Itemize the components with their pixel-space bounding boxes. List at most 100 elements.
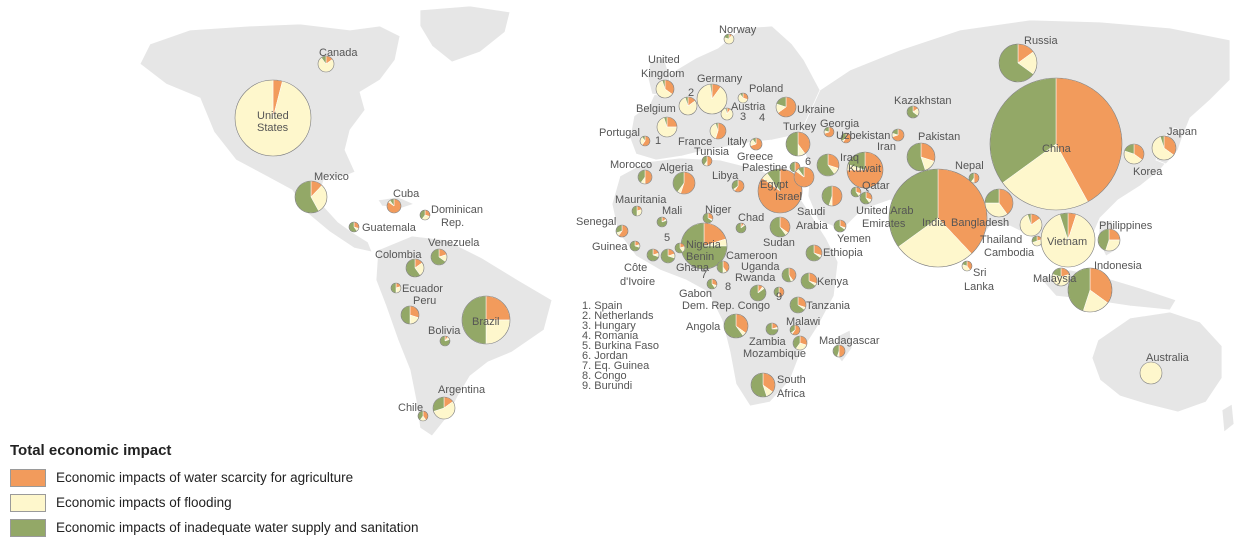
country-label: Germany (697, 73, 743, 85)
pie-outline (989, 77, 1123, 211)
country-label: Russia (1024, 35, 1059, 47)
pie-vietnam (1040, 212, 1096, 268)
map-number: 9 (776, 291, 782, 303)
pie-outline (702, 212, 714, 224)
country-label: Ecuador (402, 283, 443, 295)
pie-guatemala (348, 221, 360, 233)
legend-item-sanitation: Economic impacts of inadequate water sup… (10, 515, 418, 540)
pie-outline (968, 172, 980, 184)
pie-outline (859, 191, 873, 205)
country-label: South Africa (777, 374, 806, 400)
pie-mexico (294, 180, 328, 214)
pie-outline (1051, 267, 1071, 287)
country-label: Saudi Arabia (796, 206, 829, 232)
pie-senegal (615, 224, 629, 238)
pie-angola (723, 313, 749, 339)
pie-outline (750, 372, 776, 398)
pie-outline (234, 79, 312, 157)
pie-malawi (789, 324, 801, 336)
pie-outline (629, 240, 641, 252)
pie-benin (674, 242, 686, 254)
pie-tanzania (789, 296, 807, 314)
pie-niger (702, 212, 714, 224)
pie-belgium (678, 96, 698, 116)
country-label: Mozambique (743, 348, 806, 360)
pie-mauritania (631, 205, 643, 217)
pie-portugal (639, 135, 651, 147)
pie-turkey (785, 131, 811, 157)
pie-outline (765, 322, 779, 336)
country-label: United Kingdom (641, 54, 684, 80)
map-number: 8 (725, 281, 731, 293)
country-label: Bolivia (428, 325, 461, 337)
pie-united-states (234, 79, 312, 157)
pie-outline (731, 179, 745, 193)
map-number-markers: 1 2 3 4 5 6 7 8 9 (655, 87, 811, 303)
pie-outline (846, 151, 884, 189)
country-label: Canada (319, 47, 358, 59)
country-label: Georgia (820, 118, 860, 130)
country-label: Venezuela (428, 237, 480, 249)
pie-kazakhstan (906, 105, 920, 119)
country-label: Greece (737, 151, 773, 163)
pie-chile (417, 410, 429, 422)
pie-outline (674, 242, 686, 254)
country-label: Cambodia (984, 247, 1035, 259)
pie-outline (888, 168, 988, 268)
pie-outline (461, 295, 511, 345)
key-entry: 2. Netherlands (582, 310, 654, 322)
pie-south-africa (750, 372, 776, 398)
country-label: Peru (413, 295, 436, 307)
pie-outline (781, 267, 797, 283)
pie-georgia (823, 126, 835, 138)
country-label: Brazil (472, 316, 500, 328)
pie-italy (709, 122, 727, 140)
country-label: Dominican Rep. (431, 204, 483, 229)
pie-tunisia (701, 155, 713, 167)
pie-outline (906, 142, 936, 172)
country-label: Egypt (760, 179, 788, 191)
pie-outline (1151, 135, 1177, 161)
pie-outline (723, 33, 735, 45)
map-number: 2 (688, 87, 694, 99)
country-label: Gabon (679, 288, 712, 300)
map-number: 6 (805, 156, 811, 168)
pie-norway (723, 33, 735, 45)
pie-outline (390, 282, 402, 294)
country-label: Turkey (783, 121, 817, 133)
pie-outline (672, 171, 696, 195)
country-label: Italy (727, 136, 748, 148)
pie-slice-sanitation (789, 161, 796, 173)
pie-china (989, 77, 1123, 211)
country-label: United States (257, 110, 289, 134)
country-label: Cuba (393, 188, 420, 200)
pie-outline (400, 305, 420, 325)
country-label: Japan (1167, 126, 1197, 138)
pie-iran (891, 128, 905, 142)
country-label: Mauritania (615, 194, 667, 206)
land-south-america (375, 235, 553, 437)
pie-kuwait (846, 151, 884, 189)
pie-outline (823, 126, 835, 138)
country-label: Rwanda (735, 272, 776, 284)
key-entry: 1. Spain (582, 300, 622, 312)
country-label: Guatemala (362, 222, 417, 234)
country-label: Korea (1133, 166, 1163, 178)
country-label: Malaysia (1033, 273, 1077, 285)
pie-guinea (629, 240, 641, 252)
pie-philippines (1097, 228, 1121, 252)
pie-malaysia (1051, 267, 1071, 287)
country-label: Morocco (610, 159, 652, 171)
legend-swatch-sanitation (10, 518, 46, 537)
pie-australia (1139, 361, 1163, 385)
country-label: Madagascar (819, 335, 880, 347)
country-label: Philippines (1099, 220, 1153, 232)
map-number: 5 (664, 232, 670, 244)
country-label: Ghana (676, 262, 710, 274)
pie-outline (706, 278, 718, 290)
country-label: Libya (712, 170, 739, 182)
country-label: Chad (738, 212, 764, 224)
pie-indonesia (1067, 267, 1113, 313)
pie-outline (656, 216, 668, 228)
pie-ethiopia (805, 244, 823, 262)
